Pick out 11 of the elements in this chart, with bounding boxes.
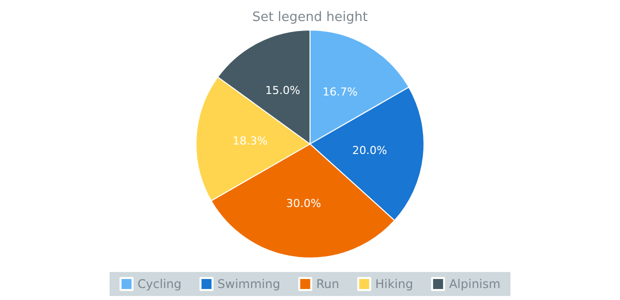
legend-label: Run xyxy=(316,277,340,291)
data-label: 15.0% xyxy=(265,84,300,98)
legend-label: Swimming xyxy=(218,277,280,291)
legend-label: Alpinism xyxy=(449,277,500,291)
legend-label: Cycling xyxy=(138,277,182,291)
data-label: 30.0% xyxy=(286,197,322,210)
data-label: 16.7% xyxy=(322,86,358,99)
data-label: 18.3% xyxy=(232,134,268,148)
data-label: 20.0% xyxy=(352,144,388,157)
chart-title: Set legend height xyxy=(252,10,368,25)
legend-label: Hiking xyxy=(375,277,414,291)
